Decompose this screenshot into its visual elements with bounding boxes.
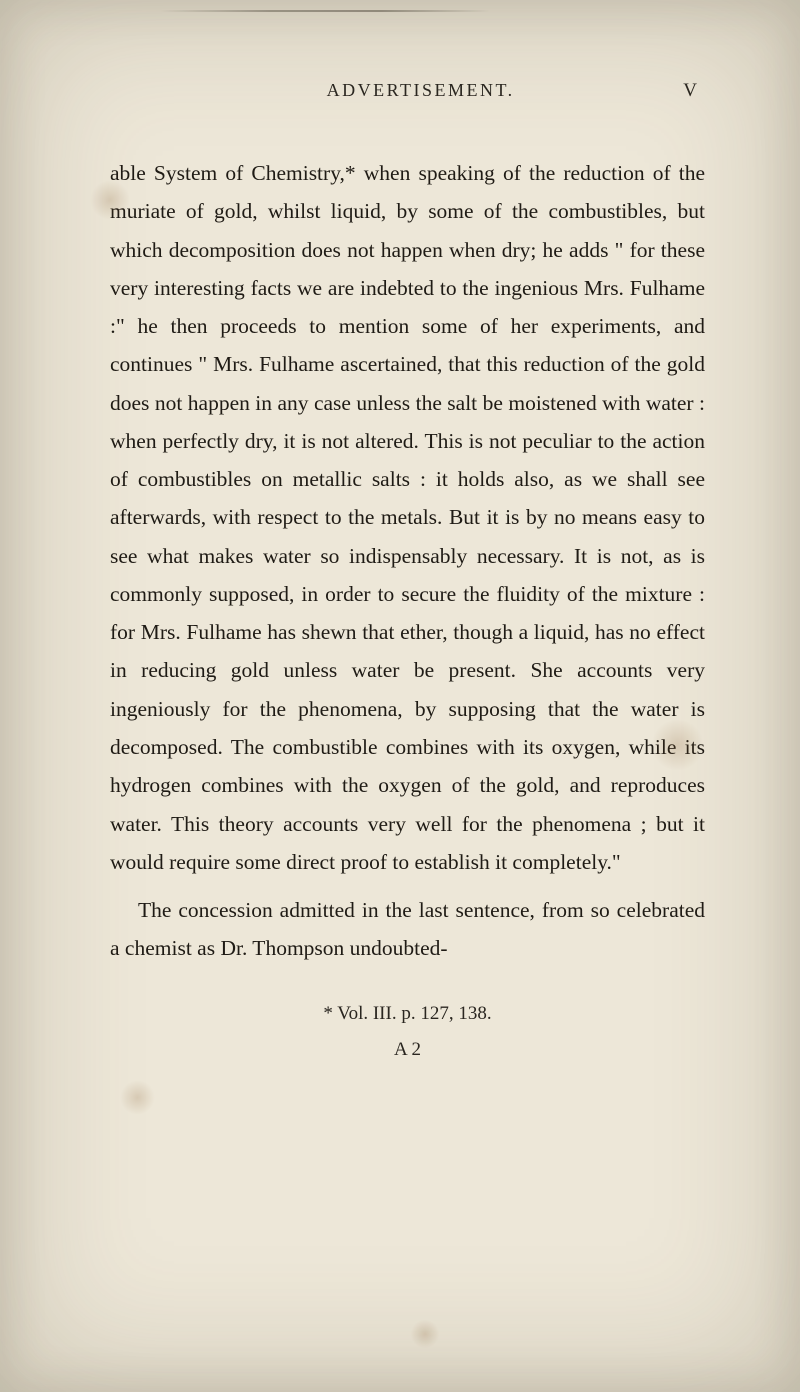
paragraph-1: able System of Chemistry,* when speaking…	[110, 154, 705, 881]
paper-stain	[410, 1320, 440, 1348]
footnote-block: * Vol. III. p. 127, 138. A 2	[110, 996, 705, 1068]
page-edge-line	[160, 10, 490, 12]
paragraph-2: The concession admitted in the last sent…	[110, 891, 705, 968]
footnote-citation: * Vol. III. p. 127, 138.	[110, 996, 705, 1032]
running-header: ADVERTISEMENT. V	[110, 80, 705, 102]
signature-mark: A 2	[110, 1032, 705, 1068]
page-number: V	[683, 80, 697, 102]
body-text: able System of Chemistry,* when speaking…	[110, 154, 705, 968]
header-title: ADVERTISEMENT.	[158, 80, 683, 101]
scanned-page: ADVERTISEMENT. V able System of Chemistr…	[0, 0, 800, 1128]
